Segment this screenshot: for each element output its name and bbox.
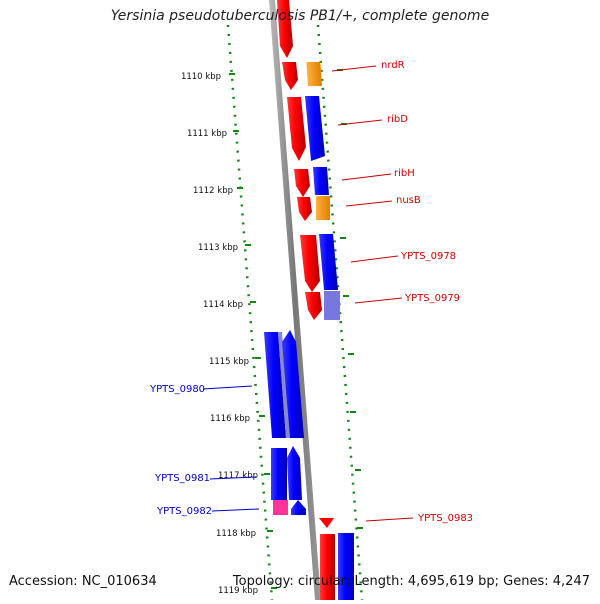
gene-block-lavender (324, 291, 340, 320)
accession-text: Accession: NC_010634 (9, 574, 157, 589)
map-title: Yersinia pseudotuberculosis PB1/+, compl… (110, 8, 490, 24)
gene-arrow (305, 96, 325, 161)
topology-value: Topology: circular; Length: 4,695,619 bp… (232, 574, 590, 589)
gene-arrow (313, 167, 329, 195)
gene-arrow (277, 0, 293, 58)
gene-arrow-nrdR (282, 62, 298, 90)
gene-label-ribD: ribD (387, 114, 408, 125)
tick-label: 1116 kbp (210, 414, 250, 424)
gene-arrow-YPTS_0980 (264, 332, 286, 438)
genome-backbone (269, 0, 321, 600)
tick-label: 1111 kbp (187, 129, 227, 139)
tick-label: 1115 kbp (209, 357, 249, 367)
gene-label-YPTS_0981: YPTS_0981 (154, 473, 210, 484)
tick-label: 1110 kbp (181, 72, 221, 82)
gene-label-nusB: nusB (396, 195, 421, 206)
gene-arrow (319, 234, 338, 290)
gene-arrow (282, 330, 304, 438)
gene-arrow (278, 332, 290, 438)
gene-arrow-nusB (297, 197, 312, 221)
gene-arrow (287, 446, 302, 500)
topology-text: Topology: circular; Length: 4,695,619 bp… (233, 574, 590, 589)
gene-label-nrdR: nrdR (381, 60, 405, 71)
tick-label: 1119 kbp (218, 586, 258, 596)
gene-block (338, 533, 354, 600)
gc-track-left (226, 24, 274, 601)
tick-label: 1112 kbp (193, 186, 233, 196)
tick-label: 1117 kbp (218, 471, 258, 481)
gene-block-YPTS_0983 (320, 534, 335, 600)
gene-block-orange (316, 196, 330, 220)
gene-block-YPTS_0982 (273, 500, 288, 515)
gene-label-ribH: ribH (394, 168, 415, 179)
tick-label: 1114 kbp (203, 300, 243, 310)
label-leaders (202, 65, 414, 522)
left-blue-genes (264, 330, 306, 515)
right-strand-blue-genes (305, 96, 354, 600)
gene-arrow-ribD (287, 97, 306, 161)
gene-label-YPTS_0979: YPTS_0979 (404, 293, 460, 304)
tick-label: 1113 kbp (198, 243, 238, 253)
gene-arrow (291, 500, 306, 515)
gene-label-YPTS_0983: YPTS_0983 (417, 513, 473, 524)
gene-arrow-YPTS_0983 (319, 518, 334, 528)
gene-label-YPTS_0980: YPTS_0980 (149, 384, 205, 395)
forward-strand-genes (277, 0, 335, 600)
gene-label-YPTS_0982: YPTS_0982 (156, 506, 212, 517)
tick-label: 1118 kbp (216, 529, 256, 539)
gene-arrow-ribH (294, 169, 310, 197)
gene-arrow-YPTS_0978 (300, 235, 320, 292)
gene-label-YPTS_0978: YPTS_0978 (400, 251, 456, 262)
gene-block-YPTS_0981 (271, 448, 287, 500)
gene-arrow-YPTS_0979 (305, 292, 322, 320)
gene-block-nrdR-orange (306, 62, 323, 86)
